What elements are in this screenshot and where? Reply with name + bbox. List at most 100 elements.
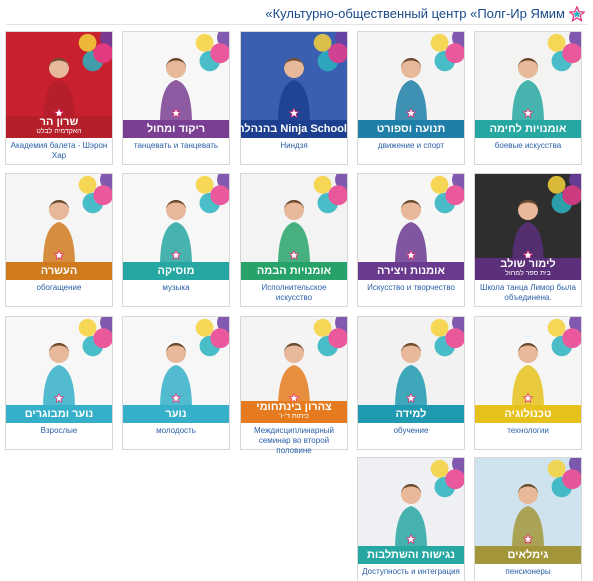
person-figure-icon — [43, 57, 75, 124]
star-logo-icon — [171, 108, 181, 118]
category-card[interactable]: אומנויות הבמה Исполнительское искусство — [240, 173, 348, 307]
category-title-text: ריקוד ומחול — [146, 123, 206, 135]
category-card[interactable]: נגישות והשתלבות Доступность и интеграция — [357, 457, 465, 581]
music-photo[interactable]: מוסיקה — [123, 174, 229, 280]
category-title: אומנויות לחימה — [475, 120, 581, 138]
seniors-photo[interactable]: גימלאים — [475, 458, 581, 564]
category-title: גימלאים — [475, 546, 581, 564]
category-caption-link[interactable]: Взрослые — [40, 426, 78, 435]
technology-photo[interactable]: טכנולוגיה — [475, 317, 581, 423]
person-figure-icon — [395, 57, 427, 124]
category-title-text: Ninja School בהנהלת ניל מרגין — [241, 123, 347, 135]
person-figure-icon — [160, 57, 192, 124]
star-logo-icon — [171, 250, 181, 260]
category-title: נגישות והשתלבות — [358, 546, 464, 564]
category-title-text: תנועה וספורט — [376, 123, 446, 135]
category-caption-link[interactable]: технологии — [507, 426, 549, 435]
stage-arts-photo[interactable]: אומנויות הבמה — [241, 174, 347, 280]
category-caption-link[interactable]: Школа танца Лимор была объединена. — [479, 283, 577, 302]
category-title-text: אומנות ויצירה — [377, 265, 445, 277]
category-title: שרון הר האקדמיה לבלט — [6, 116, 112, 138]
dance-school-photo[interactable]: לימור שולב בית ספר למחול — [475, 174, 581, 280]
person-figure-icon — [160, 342, 192, 409]
category-card[interactable]: אומנות ויצירה Искусство и творчество — [357, 173, 465, 307]
person-figure-icon — [395, 483, 427, 550]
star-logo-icon — [523, 250, 533, 260]
seminar-photo[interactable]: צהרון בינתחומי כיתות ד'-ו' — [241, 317, 347, 423]
category-title: Ninja School בהנהלת ניל מרגין — [241, 120, 347, 138]
dance-photo[interactable]: ריקוד ומחול — [123, 32, 229, 138]
ballet-academy-photo[interactable]: שרון הר האקדמיה לבלט — [6, 32, 112, 138]
category-card[interactable]: לימור שולב בית ספר למחול Школа танца Лимор… — [474, 173, 582, 307]
category-caption-link[interactable]: музыка — [162, 283, 190, 292]
category-card[interactable]: טכנולוגיה технологии — [474, 316, 582, 450]
star-logo-icon — [289, 250, 299, 260]
learning-photo[interactable]: למידה — [358, 317, 464, 423]
category-title-text: צהרון בינתחומי — [256, 401, 332, 413]
star-logo-icon — [289, 393, 299, 403]
category-title: למידה — [358, 405, 464, 423]
category-title-text: מוסיקה — [157, 265, 195, 277]
category-caption-link[interactable]: боевые искусства — [494, 141, 562, 150]
category-title: תנועה וספורט — [358, 120, 464, 138]
category-caption-link[interactable]: обогащение — [36, 283, 82, 292]
category-title: לימור שולב בית ספר למחול — [475, 258, 581, 280]
category-caption-link[interactable]: Междисциплинарный семинар во второй поло… — [253, 426, 335, 455]
category-title-text: נגישות והשתלבות — [366, 549, 456, 561]
person-figure-icon — [43, 199, 75, 266]
sport-photo[interactable]: תנועה וספורט — [358, 32, 464, 138]
category-caption-link[interactable]: молодость — [156, 426, 196, 435]
art-photo[interactable]: אומנות ויצירה — [358, 174, 464, 280]
star-logo-icon — [54, 393, 64, 403]
youth-photo[interactable]: נוער — [123, 317, 229, 423]
category-title-text: נוער — [165, 408, 187, 420]
category-card[interactable]: ריקוד ומחול танцевать и танцевать — [122, 31, 230, 165]
category-title-text: העשרה — [40, 265, 78, 277]
star-logo-icon — [523, 534, 533, 544]
category-card[interactable]: למידה обучение — [357, 316, 465, 450]
category-caption-link[interactable]: обучение — [393, 426, 429, 435]
category-caption-link[interactable]: пенсионеры — [505, 567, 551, 576]
category-card[interactable]: נוער ומבוגרים Взрослые — [5, 316, 113, 450]
category-caption-link[interactable]: Исполнительское искусство — [261, 283, 327, 302]
category-card[interactable]: העשרה обогащение — [5, 173, 113, 307]
category-subtitle: האקדמיה לבלט — [36, 128, 82, 135]
category-title-text: אומנויות הבמה — [256, 265, 332, 277]
category-title-text: גימלאים — [507, 549, 549, 561]
martial-arts-photo[interactable]: אומנויות לחימה — [475, 32, 581, 138]
enrichment-photo[interactable]: העשרה — [6, 174, 112, 280]
category-title: צהרון בינתחומי כיתות ד'-ו' — [241, 401, 347, 423]
person-figure-icon — [395, 342, 427, 409]
category-title: טכנולוגיה — [475, 405, 581, 423]
category-card[interactable]: Ninja School בהנהלת ניל מרגין Ниндзя — [240, 31, 348, 165]
category-card[interactable]: אומנויות לחימה боевые искусства — [474, 31, 582, 165]
star-logo-icon — [289, 108, 299, 118]
category-subtitle: כיתות ד'-ו' — [279, 413, 309, 420]
category-caption-link[interactable]: Доступность и интеграция — [362, 567, 460, 576]
category-card[interactable]: שרון הר האקדמיה לבלט Академия балета - Шэр… — [5, 31, 113, 165]
page-header: «Культурно-общественный центр «Полг-Ир Я… — [0, 4, 593, 24]
category-card[interactable]: צהרון בינתחומי כיתות ד'-ו' Междисциплинарн… — [240, 316, 348, 455]
person-figure-icon — [512, 342, 544, 409]
category-title: אומנות ויצירה — [358, 262, 464, 280]
category-title-text: לימור שולב — [500, 258, 556, 270]
category-caption-link[interactable]: Ниндзя — [280, 141, 308, 150]
category-card[interactable]: תנועה וספורט движение и спорт — [357, 31, 465, 165]
category-caption-link[interactable]: Академия балета - Шэрон Хар — [10, 141, 108, 160]
category-caption-link[interactable]: движение и спорт — [377, 141, 445, 150]
star-logo-icon — [406, 108, 416, 118]
category-card[interactable]: גימלאים пенсионеры — [474, 457, 582, 581]
category-title-text: שרון הר — [39, 116, 79, 128]
accessibility-photo[interactable]: נגישות והשתלבות — [358, 458, 464, 564]
ninja-school-photo[interactable]: Ninja School בהנהלת ניל מרגין — [241, 32, 347, 138]
star-logo-icon — [569, 6, 585, 22]
category-card[interactable]: מוסיקה музыка — [122, 173, 230, 307]
category-caption-link[interactable]: Искусство и творчество — [367, 283, 455, 292]
person-figure-icon — [43, 342, 75, 409]
category-title: ריקוד ומחול — [123, 120, 229, 138]
category-title-text: למידה — [395, 408, 427, 420]
person-figure-icon — [512, 483, 544, 550]
category-card[interactable]: נוער молодость — [122, 316, 230, 450]
category-caption-link[interactable]: танцевать и танцевать — [133, 141, 219, 150]
adults-photo[interactable]: נוער ומבוגרים — [6, 317, 112, 423]
